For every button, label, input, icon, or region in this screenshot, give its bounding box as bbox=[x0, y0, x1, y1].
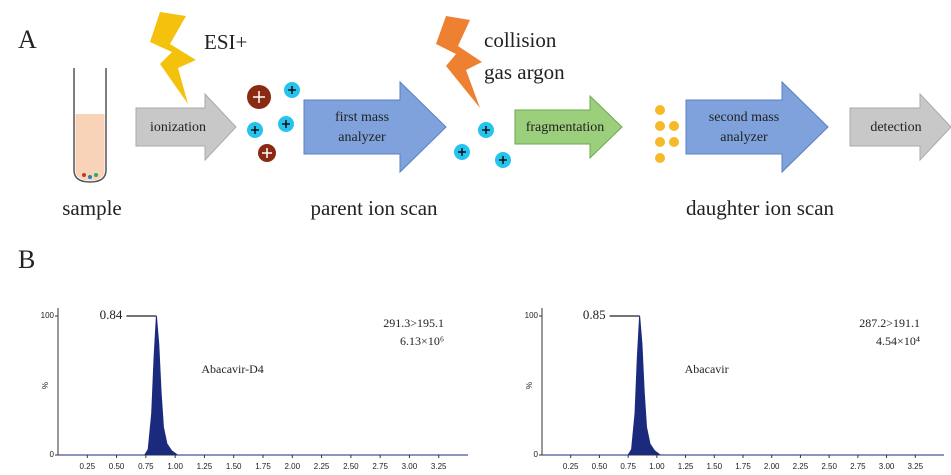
x-tick-label: 0.50 bbox=[109, 462, 125, 471]
x-tick-label: 2.50 bbox=[343, 462, 359, 471]
y-axis-label: % bbox=[41, 382, 50, 389]
x-tick-label: 1.25 bbox=[197, 462, 213, 471]
step-label: detection bbox=[870, 120, 921, 135]
y-tick-label: 100 bbox=[525, 311, 539, 320]
x-tick-label: 3.25 bbox=[907, 462, 923, 471]
panel-label: A bbox=[18, 25, 37, 54]
x-tick-label: 0.75 bbox=[620, 462, 636, 471]
x-tick-label: 3.25 bbox=[431, 462, 447, 471]
caption: daughter ion scan bbox=[686, 196, 835, 220]
transition-label: 287.2>191.1 bbox=[859, 316, 920, 330]
step-label: fragmentation bbox=[526, 120, 605, 135]
x-tick-label: 2.50 bbox=[821, 462, 837, 471]
x-tick-label: 1.75 bbox=[255, 462, 271, 471]
intensity-label: 4.54×10⁴ bbox=[876, 334, 920, 348]
compound-label: Abacavir-D4 bbox=[201, 362, 263, 376]
x-tick-label: 2.00 bbox=[764, 462, 780, 471]
x-tick-label: 1.25 bbox=[678, 462, 694, 471]
x-tick-label: 2.25 bbox=[793, 462, 809, 471]
y-tick-label: 0 bbox=[50, 450, 55, 459]
transition-label: 291.3>195.1 bbox=[383, 316, 444, 330]
collision-bolt bbox=[436, 16, 482, 108]
x-tick-label: 1.00 bbox=[167, 462, 183, 471]
y-axis-label: % bbox=[525, 382, 534, 389]
step-label: ionization bbox=[150, 120, 206, 135]
x-tick-label: 0.75 bbox=[138, 462, 154, 471]
peak-label: 0.85 bbox=[583, 307, 606, 322]
x-tick-label: 2.75 bbox=[372, 462, 388, 471]
panel-label: B bbox=[18, 245, 35, 274]
peak-label: 0.84 bbox=[100, 307, 123, 322]
x-tick-label: 2.25 bbox=[314, 462, 330, 471]
x-tick-label: 1.75 bbox=[735, 462, 751, 471]
esi-bolt bbox=[150, 12, 196, 104]
arrow bbox=[686, 82, 828, 172]
y-tick-label: 0 bbox=[534, 450, 539, 459]
collision-label: gas argon bbox=[484, 60, 565, 84]
caption: parent ion scan bbox=[310, 196, 438, 220]
step-label: second mass bbox=[709, 110, 779, 125]
x-tick-label: 1.00 bbox=[649, 462, 665, 471]
x-tick-label: 1.50 bbox=[706, 462, 722, 471]
step-label: analyzer bbox=[720, 130, 768, 145]
x-tick-label: 3.00 bbox=[879, 462, 895, 471]
collision-label: collision bbox=[484, 28, 557, 52]
step-label: first mass bbox=[335, 110, 389, 125]
y-tick-label: 100 bbox=[41, 311, 55, 320]
x-tick-label: 0.25 bbox=[563, 462, 579, 471]
intensity-label: 6.13×10⁶ bbox=[400, 334, 444, 348]
esi-label: ESI+ bbox=[204, 30, 247, 54]
x-tick-label: 1.50 bbox=[226, 462, 242, 471]
figure: A ESI+ collision gas argon ionization fi… bbox=[0, 0, 951, 475]
x-tick-label: 0.50 bbox=[592, 462, 608, 471]
caption: sample bbox=[62, 196, 121, 220]
x-tick-label: 3.00 bbox=[402, 462, 418, 471]
sample-tube bbox=[74, 68, 106, 182]
x-tick-label: 2.00 bbox=[284, 462, 300, 471]
compound-label: Abacavir bbox=[685, 362, 729, 376]
arrow bbox=[304, 82, 446, 172]
x-tick-label: 2.75 bbox=[850, 462, 866, 471]
x-tick-label: 0.25 bbox=[79, 462, 95, 471]
step-label: analyzer bbox=[338, 130, 386, 145]
